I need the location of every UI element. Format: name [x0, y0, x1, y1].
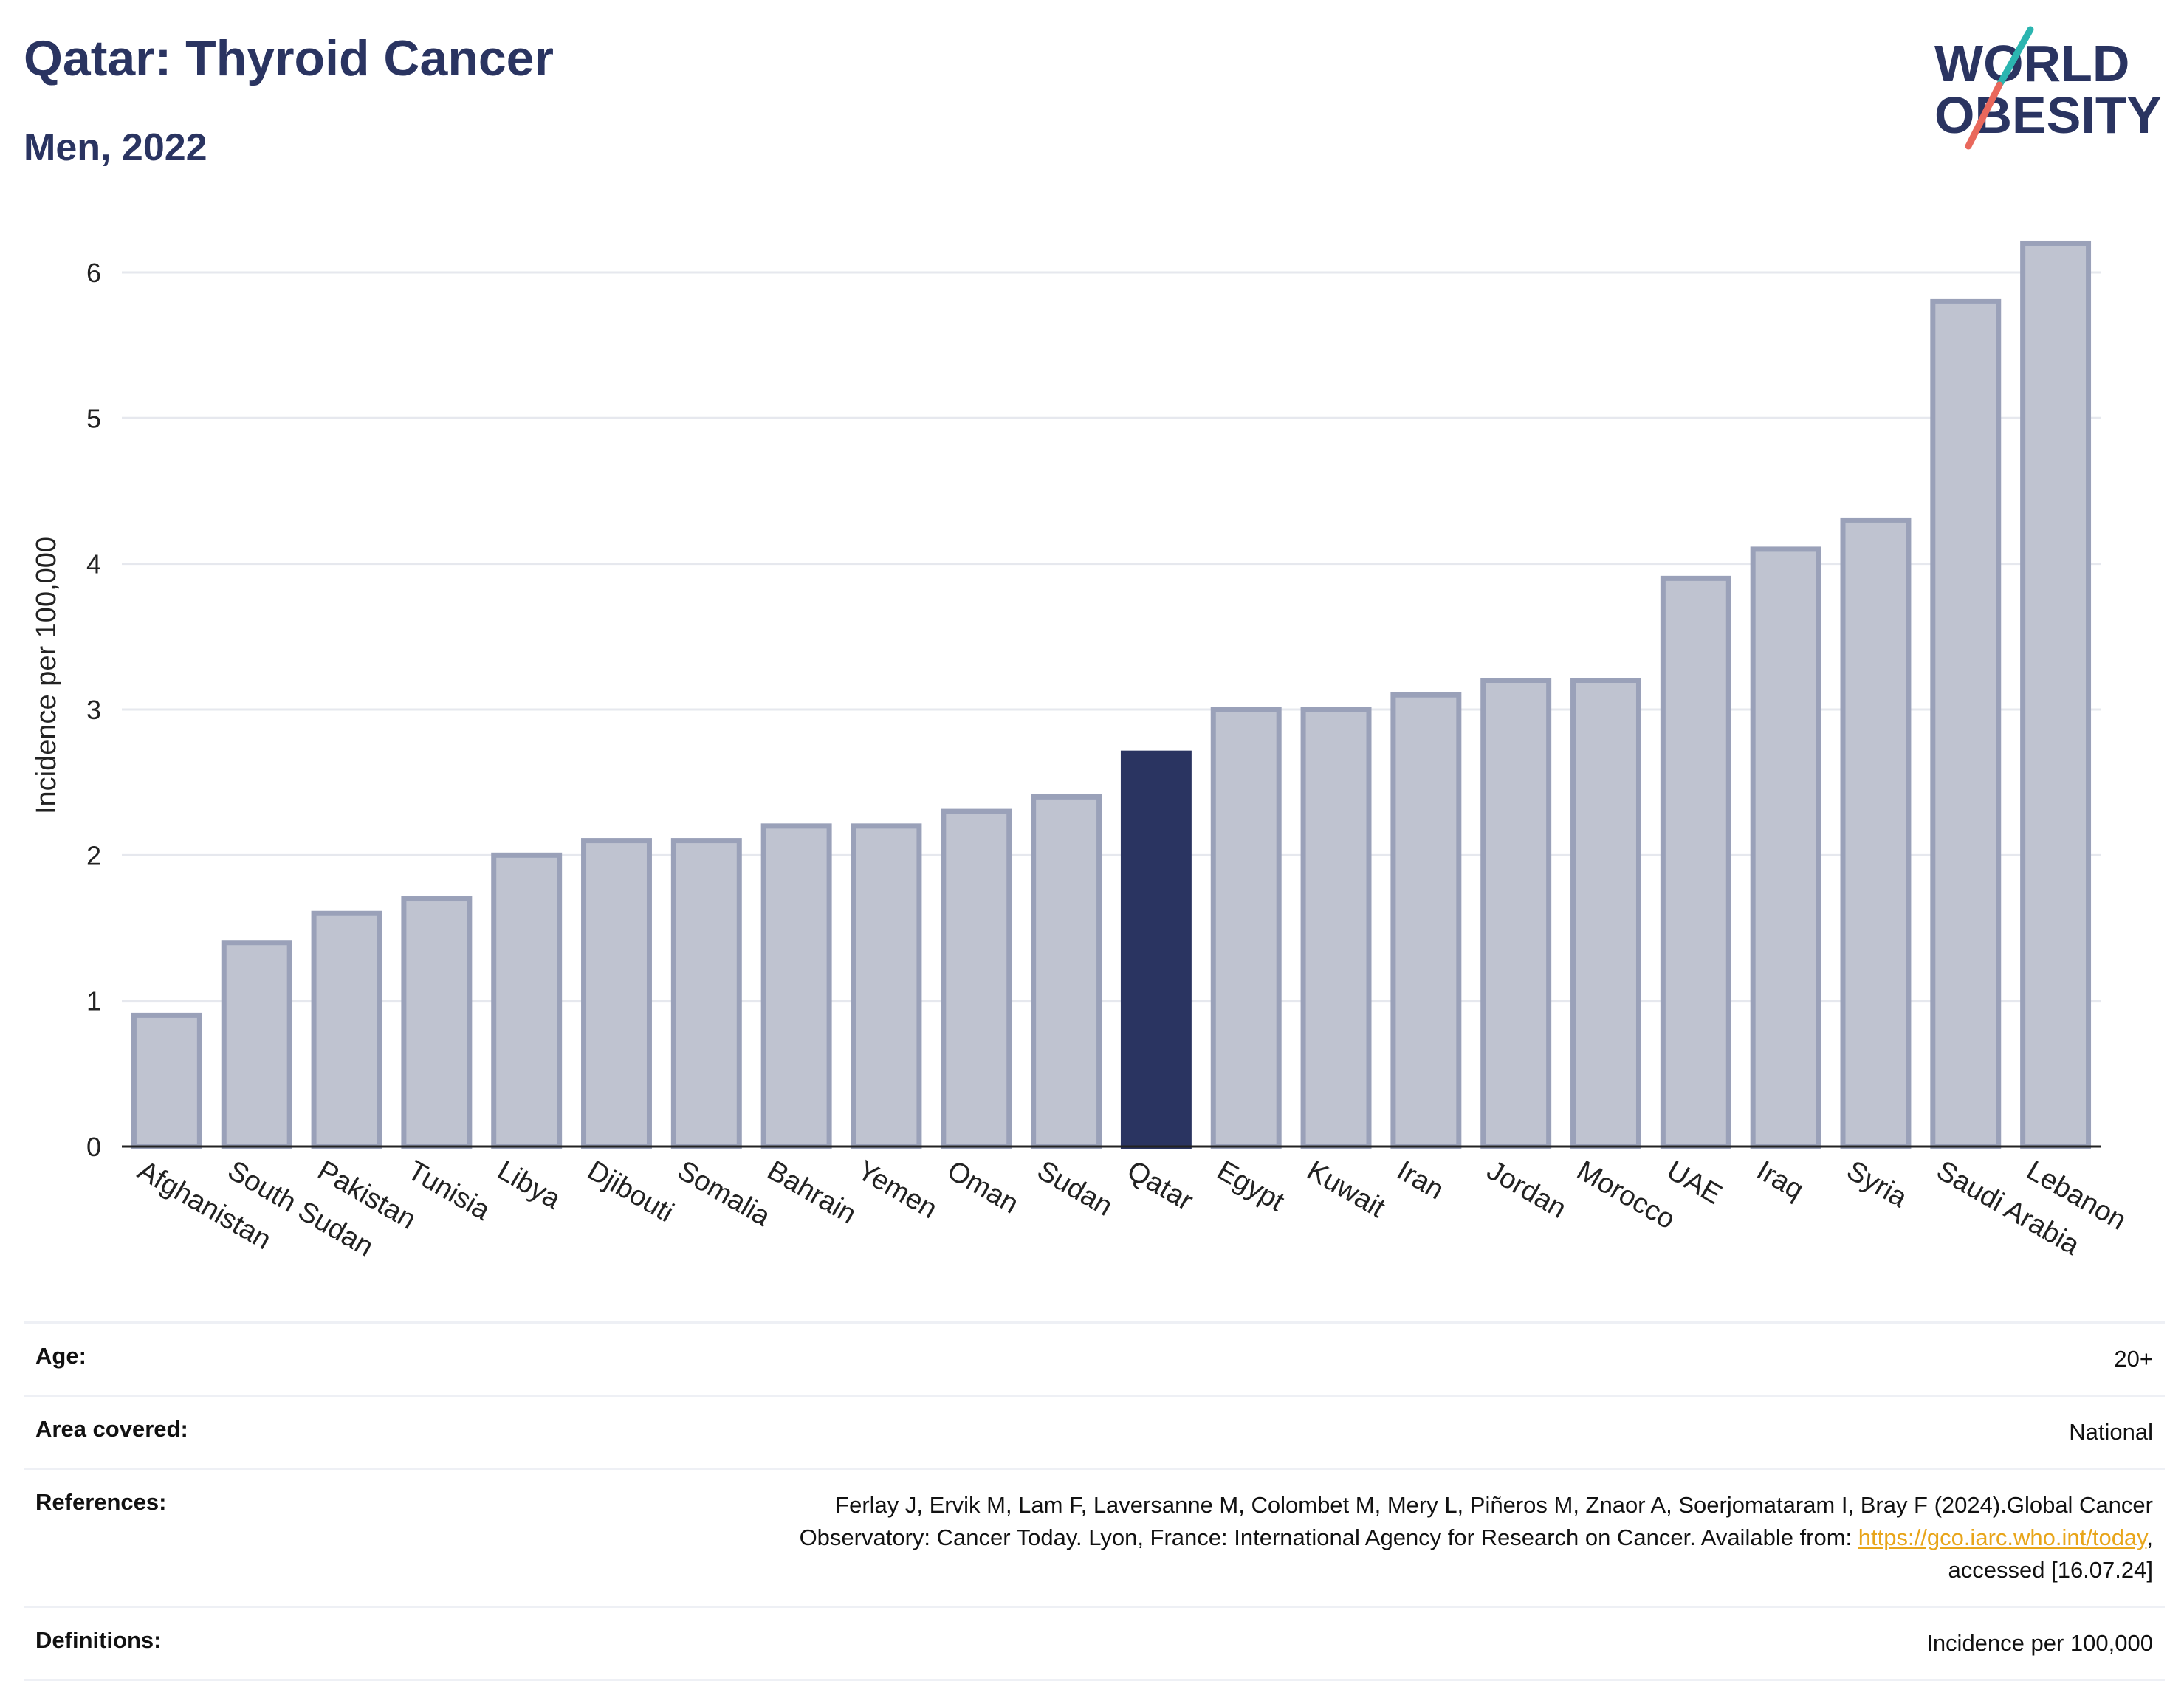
bar-yemen	[851, 823, 922, 1149]
x-tick-label: Bahrain	[762, 1155, 861, 1230]
y-axis-label: Incidence per 100,000	[31, 537, 62, 814]
area-label: Area covered:	[35, 1416, 188, 1442]
x-tick-label: Qatar	[1122, 1155, 1198, 1217]
bar-oman	[941, 808, 1012, 1149]
y-tick-label: 3	[86, 695, 101, 725]
logo-word-world: WORLD	[1934, 35, 2129, 92]
x-tick-label: Yemen	[852, 1155, 942, 1225]
x-tick-label: Sudan	[1032, 1155, 1118, 1222]
info-row-area: Area covered: National	[24, 1395, 2165, 1468]
info-row-definitions: Definitions: Incidence per 100,000	[24, 1606, 2165, 1681]
logo-slash-teal	[1996, 26, 2034, 89]
info-row-age: Age: 20+	[24, 1321, 2165, 1395]
bar-sudan	[1031, 794, 1102, 1149]
info-table: Age: 20+ Area covered: National Referenc…	[24, 1321, 2165, 1681]
y-tick-label: 0	[86, 1132, 101, 1162]
bar-jordan	[1480, 678, 1552, 1149]
references-text-2: Observatory: Cancer Today. Lyon, France:…	[799, 1524, 1858, 1550]
definitions-value: Incidence per 100,000	[1926, 1630, 2153, 1656]
age-value: 20+	[2114, 1346, 2153, 1372]
bar-qatar	[1120, 750, 1192, 1149]
x-tick-label: Morocco	[1572, 1155, 1680, 1235]
x-tick-label: Iraq	[1751, 1155, 1809, 1206]
x-tick-label: Jordan	[1482, 1155, 1572, 1224]
references-text-3: ,	[2146, 1524, 2153, 1550]
references-link[interactable]: https://gco.iarc.who.int/today	[1858, 1524, 2147, 1550]
x-tick-label: Djibouti	[583, 1155, 679, 1228]
y-tick-label: 5	[86, 403, 101, 433]
y-tick-label: 6	[86, 258, 101, 288]
bar-saudi-arabia	[1930, 298, 2002, 1149]
bar-morocco	[1570, 678, 1641, 1149]
references-label: References:	[35, 1489, 167, 1515]
references-text-1: Ferlay J, Ervik M, Lam F, Laversanne M, …	[835, 1492, 2153, 1518]
bar-somalia	[670, 838, 742, 1149]
bar-series	[131, 240, 2092, 1149]
world-obesity-logo: WORLD OBESITY	[1934, 26, 2161, 150]
bar-syria	[1840, 517, 1912, 1149]
y-tick-label: 4	[86, 549, 101, 580]
bar-libya	[491, 852, 563, 1149]
x-tick-label: Syria	[1841, 1155, 1913, 1214]
area-value: National	[2069, 1419, 2153, 1445]
bar-bahrain	[760, 823, 832, 1149]
logo-slash-coral	[1965, 81, 2003, 150]
y-tick-label: 1	[86, 986, 101, 1017]
info-row-references: References: Ferlay J, Ervik M, Lam F, La…	[24, 1468, 2165, 1606]
x-tick-label: Kuwait	[1302, 1155, 1390, 1224]
bar-south-sudan	[221, 940, 292, 1149]
chart-title: Qatar: Thyroid Cancer	[24, 30, 554, 86]
bar-lebanon	[2020, 240, 2092, 1149]
references-text-4: accessed [16.07.24]	[1948, 1557, 2153, 1583]
x-tick-label: Oman	[942, 1155, 1024, 1220]
bar-djibouti	[581, 838, 652, 1149]
y-tick-label: 2	[86, 840, 101, 870]
bar-uae	[1660, 575, 1731, 1149]
age-label: Age:	[35, 1343, 86, 1369]
bar-afghanistan	[131, 1012, 202, 1149]
x-tick-label: Somalia	[672, 1155, 776, 1232]
x-tick-label: UAE	[1661, 1155, 1727, 1210]
bar-iraq	[1750, 546, 1821, 1149]
bar-kuwait	[1300, 707, 1372, 1149]
references-value: Ferlay J, Ervik M, Lam F, Laversanne M, …	[800, 1489, 2153, 1587]
y-tick-labels: 0 1 2 3 4 5 6	[86, 258, 101, 1162]
x-tick-label: Egypt	[1212, 1155, 1290, 1217]
chart-subtitle: Men, 2022	[24, 126, 207, 169]
definitions-label: Definitions:	[35, 1627, 162, 1653]
bar-pakistan	[311, 910, 382, 1149]
bar-egypt	[1210, 707, 1282, 1149]
bar-tunisia	[401, 896, 473, 1149]
x-tick-label: Iran	[1392, 1155, 1449, 1206]
bar-iran	[1390, 692, 1462, 1149]
x-tick-label: Libya	[492, 1155, 566, 1215]
